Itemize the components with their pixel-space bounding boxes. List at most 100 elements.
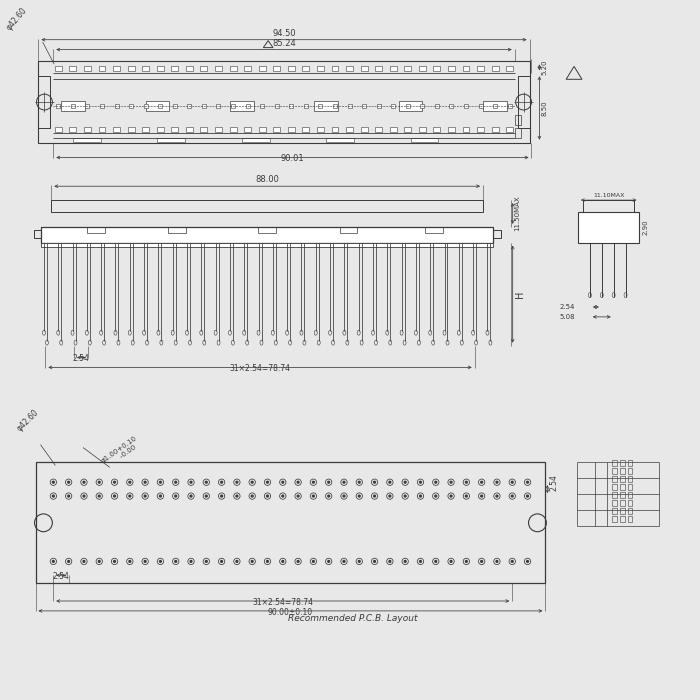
Bar xyxy=(302,66,309,71)
Circle shape xyxy=(358,561,361,562)
Circle shape xyxy=(512,561,513,562)
Bar xyxy=(506,127,513,132)
Circle shape xyxy=(113,482,116,483)
Bar xyxy=(113,127,120,132)
Bar xyxy=(627,492,633,498)
Circle shape xyxy=(160,482,161,483)
Bar xyxy=(620,476,624,482)
Bar xyxy=(491,66,498,71)
Bar xyxy=(84,127,91,132)
Text: 90.00±0.10: 90.00±0.10 xyxy=(268,608,313,617)
Bar xyxy=(318,104,323,108)
Circle shape xyxy=(267,482,268,483)
Bar xyxy=(421,104,424,108)
Circle shape xyxy=(312,482,314,483)
Bar xyxy=(620,468,624,475)
Circle shape xyxy=(160,495,161,497)
Circle shape xyxy=(251,561,253,562)
Bar xyxy=(360,127,368,132)
Bar xyxy=(405,127,411,132)
Circle shape xyxy=(405,495,406,497)
Circle shape xyxy=(113,561,116,562)
Bar xyxy=(157,66,164,71)
Bar xyxy=(463,66,470,71)
Text: 5.08: 5.08 xyxy=(559,314,575,320)
Circle shape xyxy=(190,495,192,497)
Bar xyxy=(449,104,454,108)
Bar xyxy=(36,463,545,583)
Text: 94.50: 94.50 xyxy=(272,29,296,38)
Circle shape xyxy=(312,495,314,497)
Circle shape xyxy=(175,561,176,562)
Bar xyxy=(517,76,529,128)
Bar xyxy=(200,127,207,132)
Bar xyxy=(244,66,251,71)
Bar xyxy=(620,484,624,490)
Bar xyxy=(314,101,338,111)
Circle shape xyxy=(450,495,452,497)
Circle shape xyxy=(267,561,268,562)
Bar xyxy=(158,138,186,141)
Bar xyxy=(464,104,468,108)
Circle shape xyxy=(328,561,330,562)
Bar xyxy=(493,230,500,238)
Text: 85.24: 85.24 xyxy=(272,38,296,48)
Circle shape xyxy=(512,482,513,483)
Bar xyxy=(146,101,169,111)
Bar xyxy=(514,115,521,125)
Circle shape xyxy=(52,495,54,497)
Bar xyxy=(55,66,62,71)
Bar xyxy=(241,138,270,141)
Circle shape xyxy=(282,482,284,483)
Bar xyxy=(34,230,41,238)
Text: 5.20: 5.20 xyxy=(541,60,547,75)
Bar xyxy=(448,127,455,132)
Bar xyxy=(377,104,381,108)
Bar xyxy=(127,127,134,132)
Text: Recommended P.C.B. Layout: Recommended P.C.B. Layout xyxy=(288,615,417,623)
Bar xyxy=(259,127,265,132)
Circle shape xyxy=(144,561,146,562)
Circle shape xyxy=(251,495,253,497)
Circle shape xyxy=(129,482,131,483)
Circle shape xyxy=(496,482,498,483)
Circle shape xyxy=(52,561,54,562)
Bar xyxy=(620,516,624,522)
Circle shape xyxy=(389,561,391,562)
Circle shape xyxy=(496,495,498,497)
Circle shape xyxy=(312,561,314,562)
Bar xyxy=(433,127,440,132)
Bar xyxy=(186,127,193,132)
Circle shape xyxy=(298,561,299,562)
Bar xyxy=(627,476,633,482)
Bar xyxy=(612,468,617,475)
Bar xyxy=(326,138,354,141)
Circle shape xyxy=(98,561,100,562)
Bar xyxy=(230,127,237,132)
Bar xyxy=(612,484,617,490)
Circle shape xyxy=(435,482,437,483)
Circle shape xyxy=(236,561,238,562)
Text: 11.10MAX: 11.10MAX xyxy=(593,193,624,198)
Bar xyxy=(302,127,309,132)
Bar xyxy=(259,66,265,71)
Circle shape xyxy=(83,495,85,497)
Text: 2.54: 2.54 xyxy=(550,474,559,491)
Bar xyxy=(506,66,513,71)
Bar xyxy=(273,66,280,71)
Bar xyxy=(173,104,177,108)
Bar xyxy=(419,66,426,71)
Bar xyxy=(340,227,357,232)
Circle shape xyxy=(298,495,299,497)
Circle shape xyxy=(481,561,482,562)
Text: 90.01: 90.01 xyxy=(281,155,304,163)
Bar xyxy=(578,212,639,243)
Bar xyxy=(406,104,410,108)
Circle shape xyxy=(98,482,100,483)
Circle shape xyxy=(466,561,467,562)
Bar xyxy=(41,243,493,246)
Bar xyxy=(508,104,512,108)
Circle shape xyxy=(526,482,528,483)
Bar xyxy=(612,516,617,522)
Bar xyxy=(69,127,76,132)
